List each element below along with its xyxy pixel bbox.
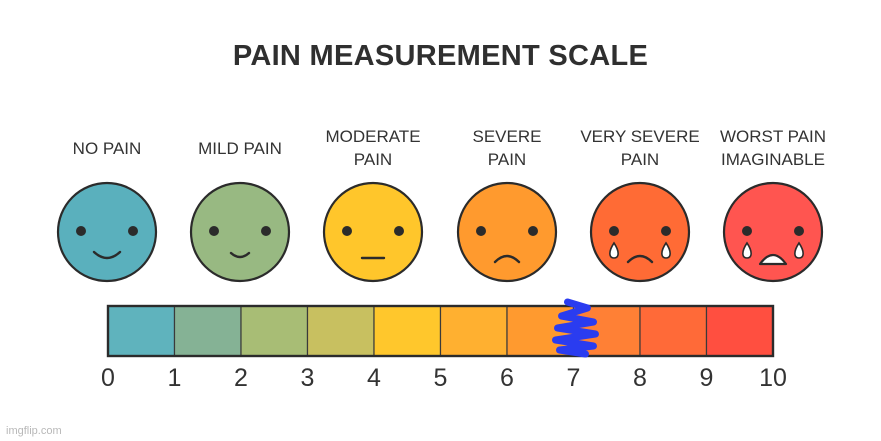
- face-label-line: PAIN: [620, 150, 660, 169]
- face-circle: [322, 181, 424, 283]
- scale-segment: [306, 305, 375, 357]
- mouth: [92, 250, 122, 260]
- scale-segment: [639, 305, 708, 357]
- face-label-line: MILD PAIN: [198, 139, 282, 158]
- face-label-line: WORST PAIN: [719, 127, 827, 146]
- scale-border: [106, 304, 775, 358]
- eye: [609, 226, 619, 236]
- face-icon: [56, 181, 158, 283]
- eye: [342, 226, 352, 236]
- tick-label: 2: [234, 364, 248, 392]
- face-icon: [456, 181, 558, 283]
- eye: [742, 226, 752, 236]
- page-title: PAIN MEASUREMENT SCALE: [232, 40, 649, 72]
- mouth: [758, 253, 788, 266]
- eye: [528, 226, 538, 236]
- tick-label: 1: [167, 364, 182, 392]
- face-icon: [589, 181, 691, 283]
- face-circle: [189, 181, 291, 283]
- face-icon: [322, 181, 424, 283]
- scale-segment: [173, 305, 242, 357]
- face-label-line: PAIN: [487, 150, 527, 169]
- mouth: [493, 254, 521, 264]
- face-icon: [189, 181, 291, 283]
- eye: [128, 226, 138, 236]
- tear-icon: [661, 241, 671, 259]
- tick-label: 9: [699, 364, 714, 392]
- face-label: VERY SEVERE PAIN: [570, 125, 710, 171]
- tear-icon: [742, 241, 752, 259]
- eye: [209, 226, 219, 236]
- scale-segment: [373, 305, 442, 357]
- tear-icon: [609, 241, 619, 259]
- face-label: NO PAIN: [37, 137, 177, 160]
- pain-marker-scribble: [552, 298, 599, 358]
- mouth: [626, 254, 654, 264]
- face-label: MODERATE PAIN: [303, 125, 443, 171]
- face-label: MILD PAIN: [170, 137, 310, 160]
- tick-label: 5: [433, 364, 448, 392]
- tick-label: 6: [500, 364, 514, 392]
- tear-icon: [794, 241, 804, 259]
- tick-label: 10: [759, 364, 787, 392]
- face-label-line: MODERATE: [325, 127, 421, 146]
- face-label: WORST PAIN IMAGINABLE: [703, 125, 843, 171]
- face-circle: [589, 181, 691, 283]
- scale-segment: [107, 305, 176, 357]
- face-circle: [456, 181, 558, 283]
- tick-label: 4: [367, 364, 381, 392]
- scale-segment: [439, 305, 508, 357]
- scale-segment: [705, 305, 774, 357]
- scale-segment: [240, 305, 309, 357]
- eye: [476, 226, 486, 236]
- tick-label: 8: [633, 364, 647, 392]
- eye: [261, 226, 271, 236]
- tick-label: 7: [566, 364, 581, 392]
- face-circle: [722, 181, 824, 283]
- face-icon: [722, 181, 824, 283]
- face-label-line: SEVERE: [472, 127, 542, 146]
- face-label-line: NO PAIN: [72, 139, 142, 158]
- eye: [394, 226, 404, 236]
- eye: [661, 226, 671, 236]
- eye: [76, 226, 86, 236]
- face-label-line: VERY SEVERE: [580, 127, 700, 146]
- watermark: imgflip.com: [6, 425, 62, 437]
- face-label-line: IMAGINABLE: [721, 150, 825, 169]
- tick-label: 0: [101, 364, 115, 392]
- mouth: [229, 251, 251, 259]
- tick-label: 3: [300, 364, 315, 392]
- face-label-line: PAIN: [353, 150, 393, 169]
- pain-scale-bar: [106, 304, 775, 358]
- eye: [794, 226, 804, 236]
- face-label: SEVERE PAIN: [437, 125, 577, 171]
- face-circle: [56, 181, 158, 283]
